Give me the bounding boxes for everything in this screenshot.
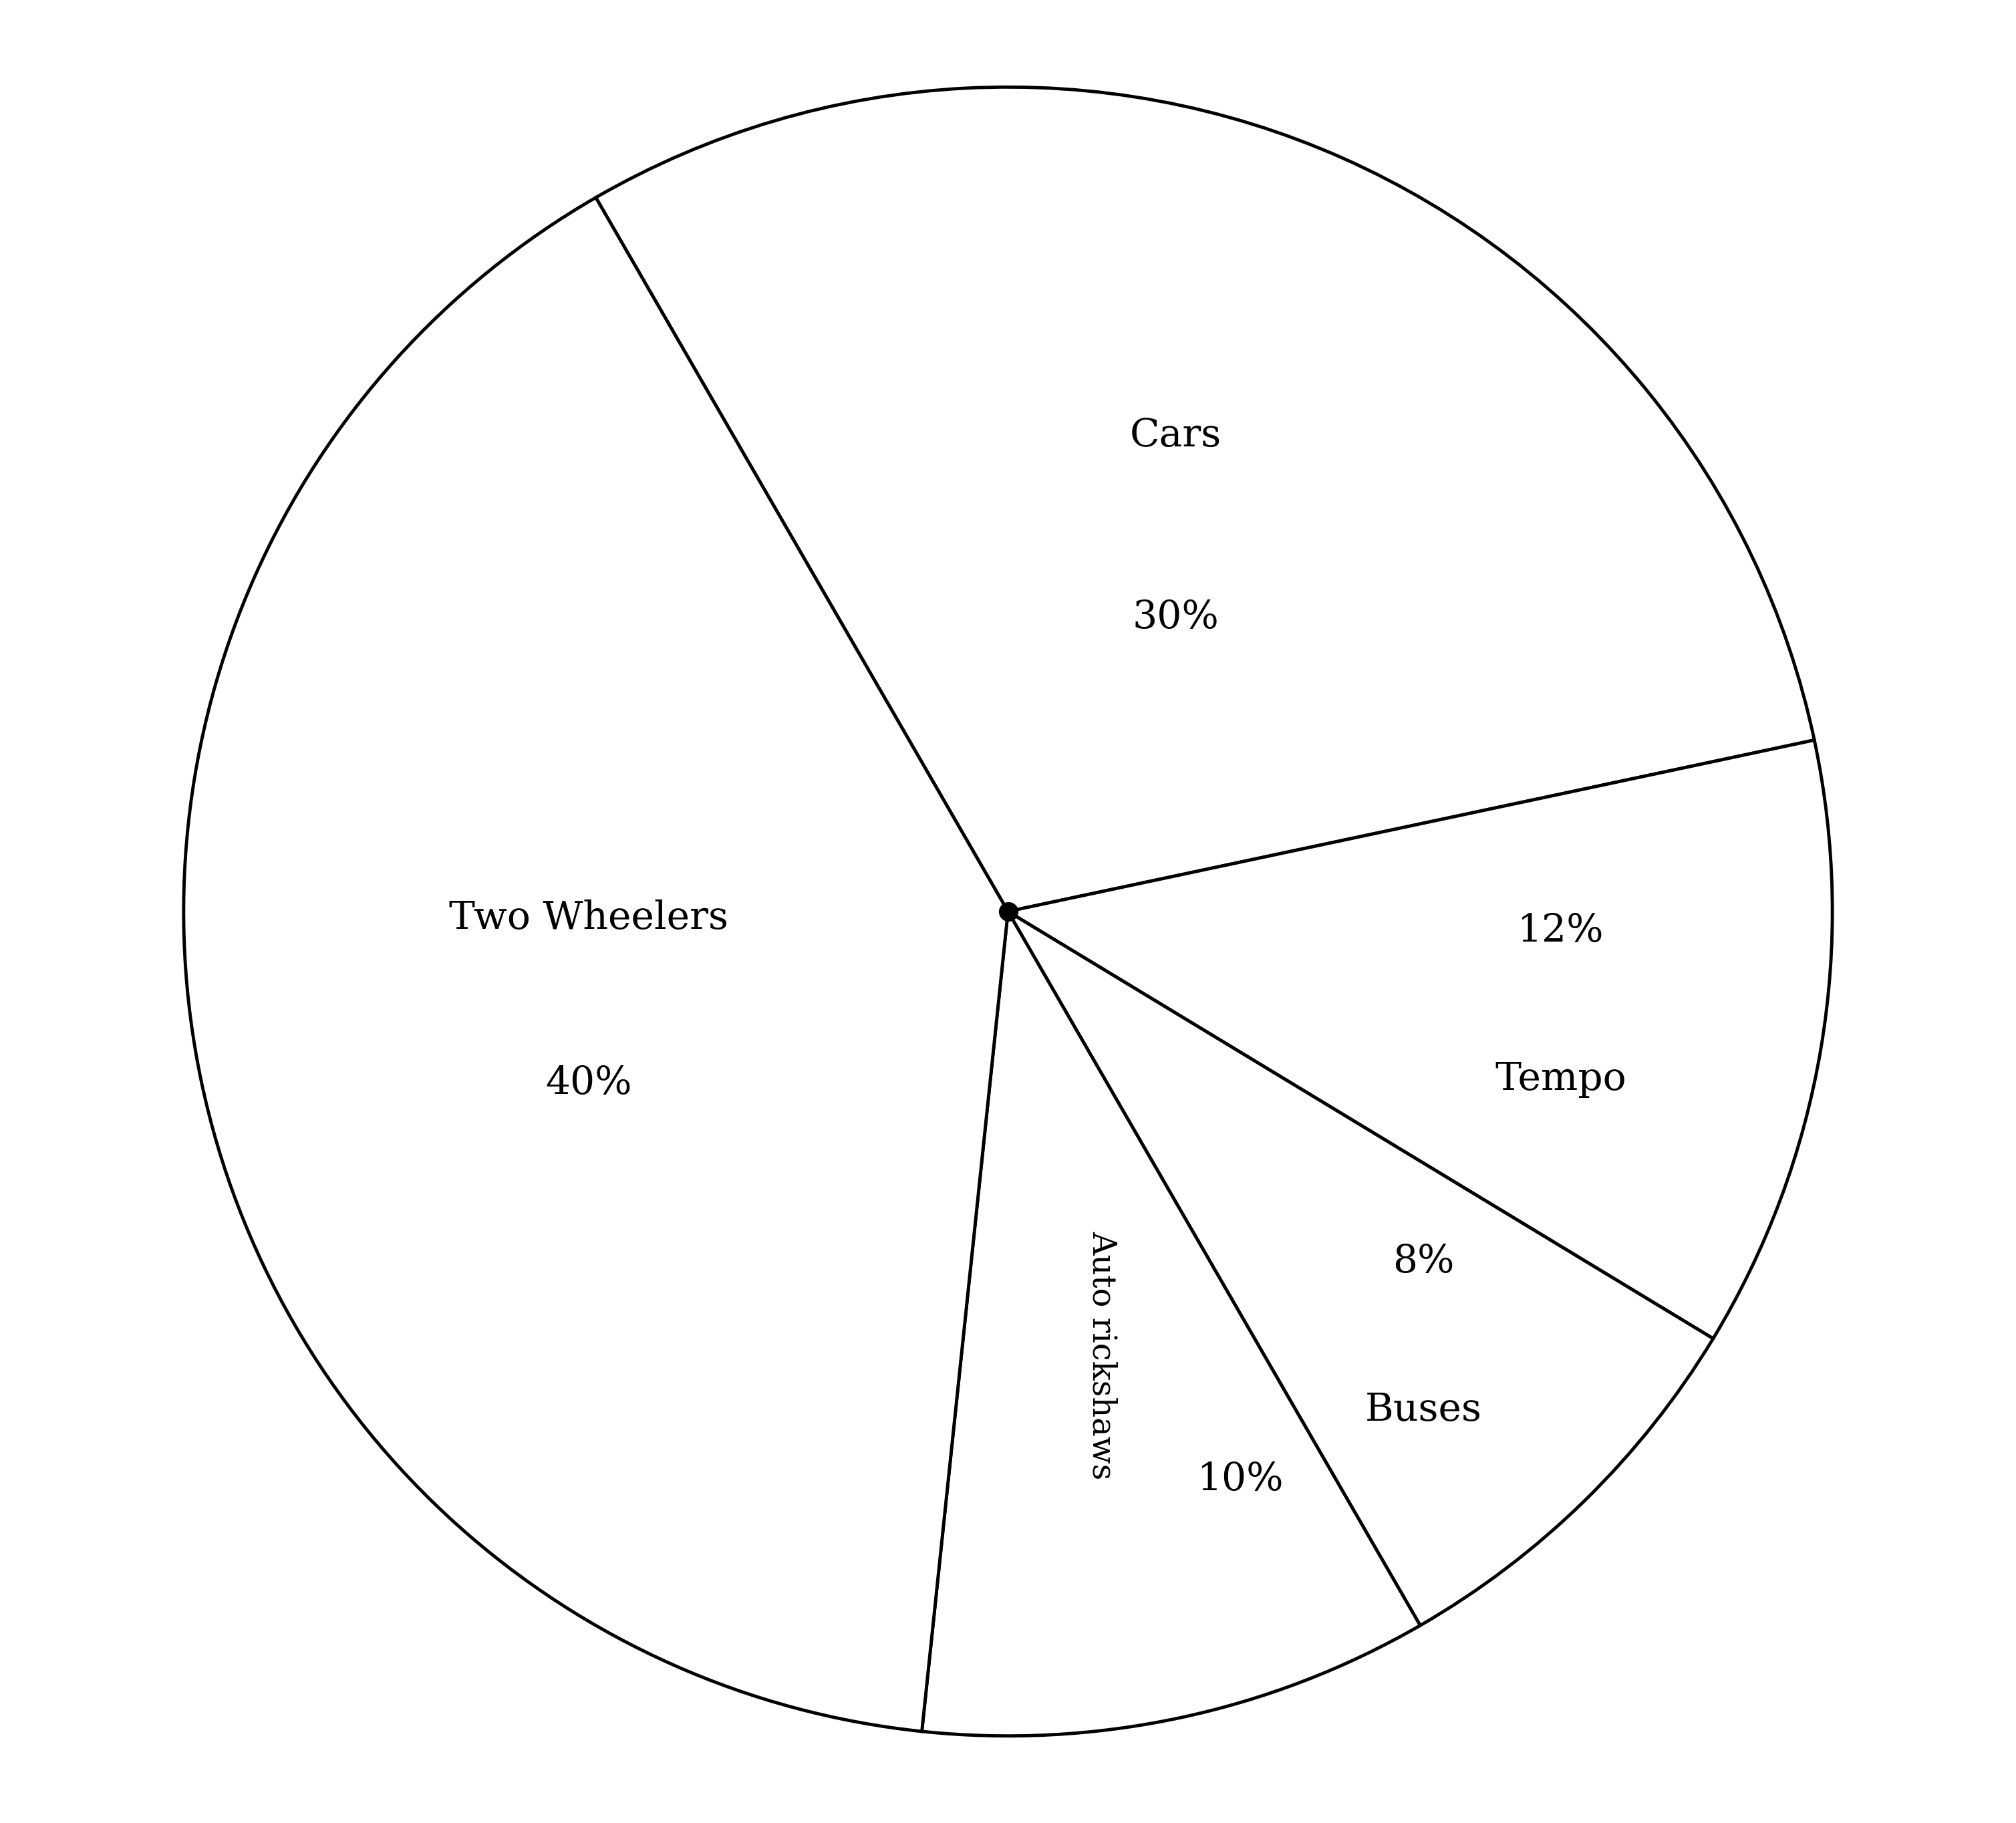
Wedge shape <box>921 912 1419 1735</box>
Wedge shape <box>183 197 1008 1732</box>
Text: 40%: 40% <box>546 1065 631 1101</box>
Wedge shape <box>597 88 1814 912</box>
Text: Buses: Buses <box>1365 1391 1482 1429</box>
Text: 10%: 10% <box>1198 1460 1284 1499</box>
Wedge shape <box>1008 912 1714 1626</box>
Text: Auto rickshaws: Auto rickshaws <box>1087 1231 1119 1480</box>
Wedge shape <box>1008 740 1833 1338</box>
Text: 8%: 8% <box>1393 1243 1454 1280</box>
Text: 12%: 12% <box>1518 912 1605 950</box>
Text: Two Wheelers: Two Wheelers <box>450 899 728 937</box>
Text: 30%: 30% <box>1133 598 1220 636</box>
Text: Cars: Cars <box>1129 417 1222 454</box>
Text: Tempo: Tempo <box>1496 1061 1627 1097</box>
